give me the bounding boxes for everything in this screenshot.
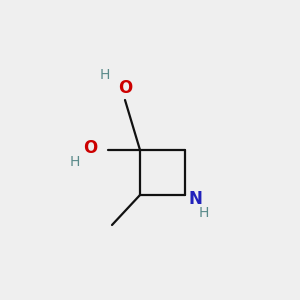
Text: H: H [70, 155, 80, 169]
Text: O: O [83, 139, 97, 157]
Text: O: O [118, 79, 132, 97]
Text: H: H [199, 206, 209, 220]
Text: H: H [100, 68, 110, 82]
Text: N: N [188, 190, 202, 208]
